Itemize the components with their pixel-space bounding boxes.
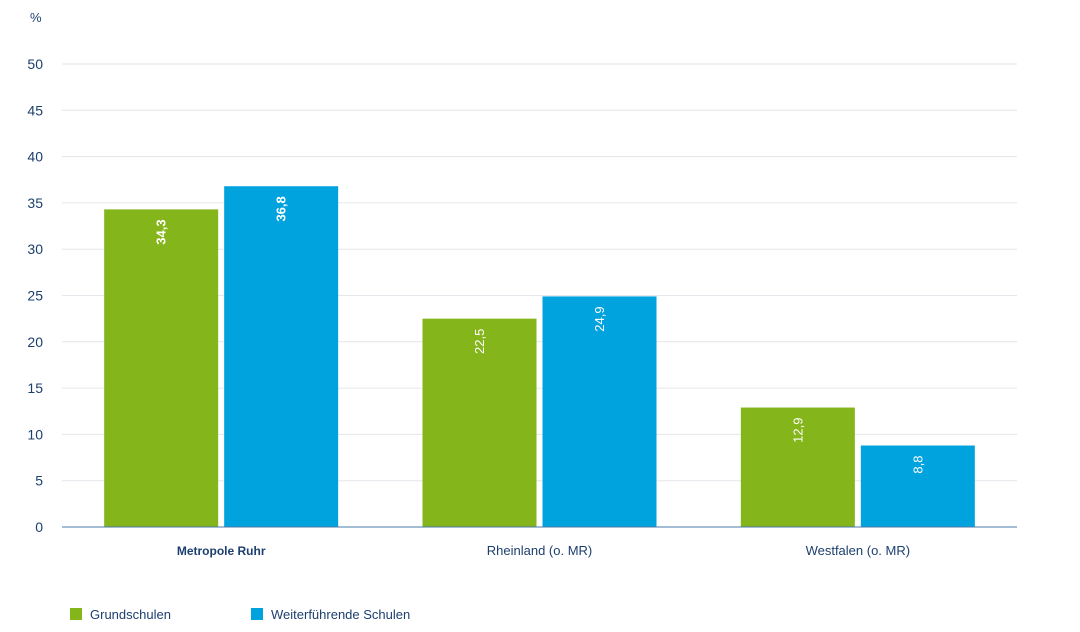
- y-tick-label-30: 30: [27, 241, 43, 257]
- category-label-rheinland-o-mr: Rheinland (o. MR): [487, 543, 593, 558]
- legend-swatch-weiterfuehrende-schulen: [251, 608, 263, 620]
- y-tick-label-50: 50: [27, 56, 43, 72]
- legend-label-weiterfuehrende-schulen: Weiterführende Schulen: [271, 607, 410, 622]
- y-axis-tick-labels: 0 5 10 15 20 25 30 35 40 45 50: [27, 56, 43, 535]
- value-label-metropole-ruhr-weiterf-hrende-schulen: 36,8: [274, 196, 289, 221]
- gridlines: [62, 63, 1017, 482]
- legend: Grundschulen Weiterführende Schulen: [70, 607, 410, 622]
- bar-rheinland-o-mr-weiterf-hrende-schulen: [542, 296, 657, 527]
- y-tick-label-20: 20: [27, 334, 43, 350]
- y-tick-label-45: 45: [27, 102, 43, 118]
- value-label-rheinland-o-mr-grundschulen: 22,5: [472, 329, 487, 354]
- legend-swatch-grundschulen: [70, 608, 82, 620]
- bars: [104, 186, 975, 527]
- y-tick-label-5: 5: [35, 473, 43, 489]
- value-labels: 34,3 36,8 22,5 24,9 12,9 8,8: [154, 196, 926, 473]
- value-label-westfalen-o-mr-grundschulen: 12,9: [790, 418, 805, 443]
- y-tick-label-35: 35: [27, 195, 43, 211]
- bar-westfalen-o-mr-grundschulen: [740, 407, 855, 527]
- bar-westfalen-o-mr-weiterf-hrende-schulen: [860, 445, 975, 527]
- bar-rheinland-o-mr-grundschulen: [422, 318, 537, 527]
- value-label-metropole-ruhr-grundschulen: 34,3: [154, 219, 169, 244]
- category-label-metropole-ruhr: Metropole Ruhr: [177, 544, 266, 558]
- legend-label-grundschulen: Grundschulen: [90, 607, 171, 622]
- category-label-westfalen-o-mr: Westfalen (o. MR): [806, 543, 911, 558]
- y-tick-label-25: 25: [27, 288, 43, 304]
- y-tick-label-15: 15: [27, 380, 43, 396]
- value-label-rheinland-o-mr-weiterf-hrende-schulen: 24,9: [592, 306, 607, 331]
- value-label-westfalen-o-mr-weiterf-hrende-schulen: 8,8: [910, 456, 925, 474]
- y-axis-unit-label: %: [30, 10, 42, 25]
- bar-metropole-ruhr-weiterf-hrende-schulen: [224, 186, 339, 527]
- y-tick-label-0: 0: [35, 519, 43, 535]
- y-tick-label-40: 40: [27, 149, 43, 165]
- category-labels: Metropole Ruhr Rheinland (o. MR) Westfalen…: [177, 543, 910, 558]
- bar-metropole-ruhr-grundschulen: [104, 209, 219, 527]
- y-tick-label-10: 10: [27, 426, 43, 442]
